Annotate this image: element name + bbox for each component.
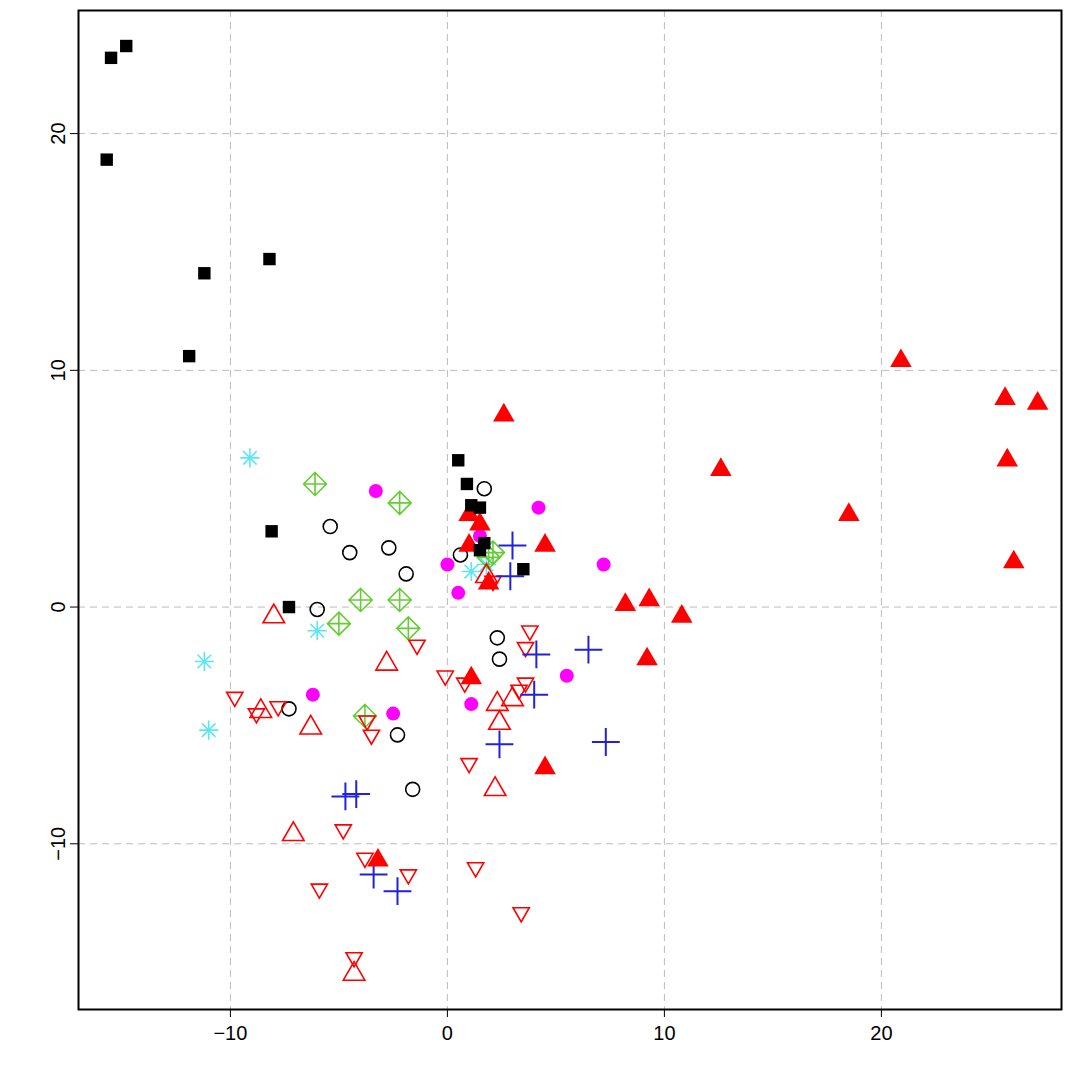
svg-text:0: 0: [47, 601, 69, 612]
svg-text:20: 20: [47, 122, 69, 144]
svg-text:0: 0: [442, 1022, 453, 1044]
svg-text:10: 10: [47, 359, 69, 381]
svg-text:−10: −10: [47, 827, 69, 861]
svg-text:20: 20: [870, 1022, 892, 1044]
svg-text:10: 10: [653, 1022, 675, 1044]
svg-text:−10: −10: [213, 1022, 247, 1044]
